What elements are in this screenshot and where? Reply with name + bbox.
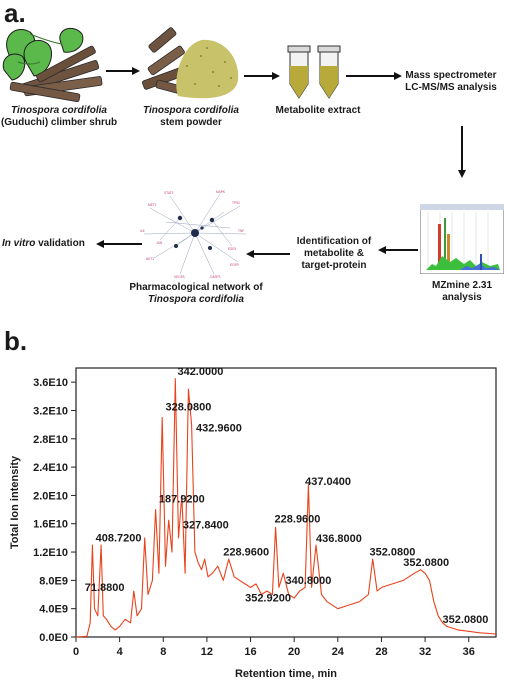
ms-caption-line1: Mass spectrometer (405, 70, 497, 81)
svg-text:STAT3: STAT3 (164, 191, 174, 195)
identification-caption: Identification of metabolite & target-pr… (284, 236, 384, 272)
peak-label: 328.0800 (165, 401, 211, 413)
arrow-left-icon (246, 250, 290, 258)
peak-label: 71.8800 (85, 582, 125, 594)
svg-text:CASP3: CASP3 (210, 275, 221, 278)
validation-caption: In vitro validation (2, 238, 94, 250)
plot-frame (75, 367, 497, 638)
svg-text:MAPK: MAPK (216, 190, 226, 194)
plant-illustration (2, 27, 103, 102)
y-tick-label: 1.6E10 (33, 519, 68, 531)
arrow-right-icon (346, 72, 402, 80)
test-tube-icon (317, 45, 341, 99)
svg-text:TNF: TNF (238, 229, 244, 233)
x-axis-label: Retention time, min (235, 668, 337, 680)
peak-label: 228.9600 (223, 547, 269, 559)
peak-label: 352.0800 (403, 557, 449, 569)
plant-caption: Tinospora cordifolia (Guduchi) climber s… (0, 105, 118, 129)
identification-caption-line3: target-protein (301, 260, 367, 271)
y-tick-label: 3.6E10 (33, 377, 68, 389)
svg-text:IL6: IL6 (140, 229, 145, 233)
tic-series-line (75, 378, 497, 638)
mzmine-caption-line1: MZmine 2.31 (431, 280, 493, 291)
network-caption: Pharmacological network of Tinospora cor… (118, 282, 274, 306)
peak-label: 342.0000 (177, 366, 223, 378)
y-tick-label: 2.4E10 (33, 462, 68, 474)
stem-icon (9, 45, 103, 102)
x-tick-label: 12 (201, 646, 213, 658)
x-tick-label: 36 (463, 646, 475, 658)
y-tick-label: 2.8E10 (33, 434, 68, 446)
y-tick-label: 2.0E10 (33, 490, 68, 502)
svg-text:AKT1: AKT1 (146, 257, 154, 261)
x-tick-label: 16 (244, 646, 256, 658)
identification-caption-line1: Identification of (296, 236, 372, 247)
peak-label: 437.0400 (305, 476, 351, 488)
svg-text:TP53: TP53 (232, 201, 240, 205)
peak-label: 327.8400 (183, 520, 229, 532)
x-tick-label: 24 (332, 646, 345, 658)
svg-text:MET1: MET1 (148, 203, 157, 207)
network-caption-line1: Pharmacological network of (129, 282, 263, 293)
peak-label: 352.9200 (245, 593, 291, 605)
x-tick-label: 28 (375, 646, 387, 658)
ms-caption-line2: LC-MS/MS analysis (405, 82, 497, 93)
svg-text:EGFR: EGFR (230, 263, 240, 267)
y-tick-label: 8.0E9 (39, 575, 68, 587)
y-tick-label: 0.0E0 (39, 632, 68, 644)
extract-caption: Metabolite extract (275, 105, 361, 116)
svg-text:ESR1: ESR1 (228, 247, 237, 251)
identification-caption-line2: metabolite & (303, 248, 364, 259)
panel-a-label: a. (4, 0, 26, 28)
arrow-left-icon (378, 246, 418, 254)
panel-b-label: b. (4, 326, 28, 356)
powder-illustration (142, 27, 239, 99)
x-tick-label: 32 (419, 646, 431, 658)
powder-pile-icon (176, 39, 239, 99)
arrow-right-icon (106, 67, 140, 75)
powder-caption: Tinospora cordifolia stem powder (136, 105, 246, 129)
y-tick-label: 4.0E9 (39, 604, 68, 616)
svg-text:JUN: JUN (156, 241, 163, 245)
x-tick-label: 0 (73, 646, 79, 658)
x-tick-label: 20 (288, 646, 300, 658)
peak-label: 352.0800 (443, 614, 489, 626)
network-caption-italic: Tinospora cordifolia (148, 294, 244, 305)
powder-caption-rest: stem powder (160, 117, 222, 128)
pharmacological-network-illustration: MET1 TP53 AKT1 EGFR STAT3 MAPK IL6 TNF VEGFA C… (140, 190, 247, 278)
arrow-right-icon (244, 72, 280, 80)
arrow-down-icon (458, 126, 466, 178)
x-tick-label: 4 (117, 646, 124, 658)
y-axis-label: Total Ion intensity (9, 455, 21, 549)
peak-label: 352.0800 (369, 547, 415, 559)
mzmine-screenshot-illustration (420, 204, 504, 274)
plant-caption-italic: Tinospora cordifolia (11, 105, 107, 116)
svg-text:VEGFA: VEGFA (174, 275, 186, 278)
mzmine-caption: MZmine 2.31 analysis (410, 280, 506, 304)
validation-caption-rest: validation (35, 238, 85, 249)
plant-caption-rest: (Guduchi) climber shrub (0, 117, 118, 128)
peak-label: 432.9600 (196, 423, 242, 435)
extract-tubes-illustration (287, 45, 341, 99)
y-tick-label: 3.2E10 (33, 405, 68, 417)
arrow-left-icon (96, 240, 142, 248)
validation-caption-italic: In vitro (2, 238, 36, 249)
x-tick-label: 8 (160, 646, 166, 658)
y-tick-label: 1.2E10 (33, 547, 68, 559)
test-tube-icon (287, 45, 311, 99)
peak-label: 228.9600 (275, 513, 321, 525)
mzmine-caption-line2: analysis (442, 292, 482, 303)
leaf-icon (2, 27, 84, 81)
powder-caption-italic: Tinospora cordifolia (143, 105, 239, 116)
ms-caption: Mass spectrometer LC-MS/MS analysis (396, 70, 506, 94)
peak-label: 436.8000 (316, 533, 362, 545)
peak-label: 187.9200 (159, 494, 205, 506)
peak-label: 408.7200 (96, 532, 142, 544)
tic-chart: 0.0E0 4.0E9 8.0E9 1.2E10 1.6E10 2.0E10 2.4E10 2… (9, 366, 497, 680)
peak-label: 340.8000 (285, 575, 331, 587)
